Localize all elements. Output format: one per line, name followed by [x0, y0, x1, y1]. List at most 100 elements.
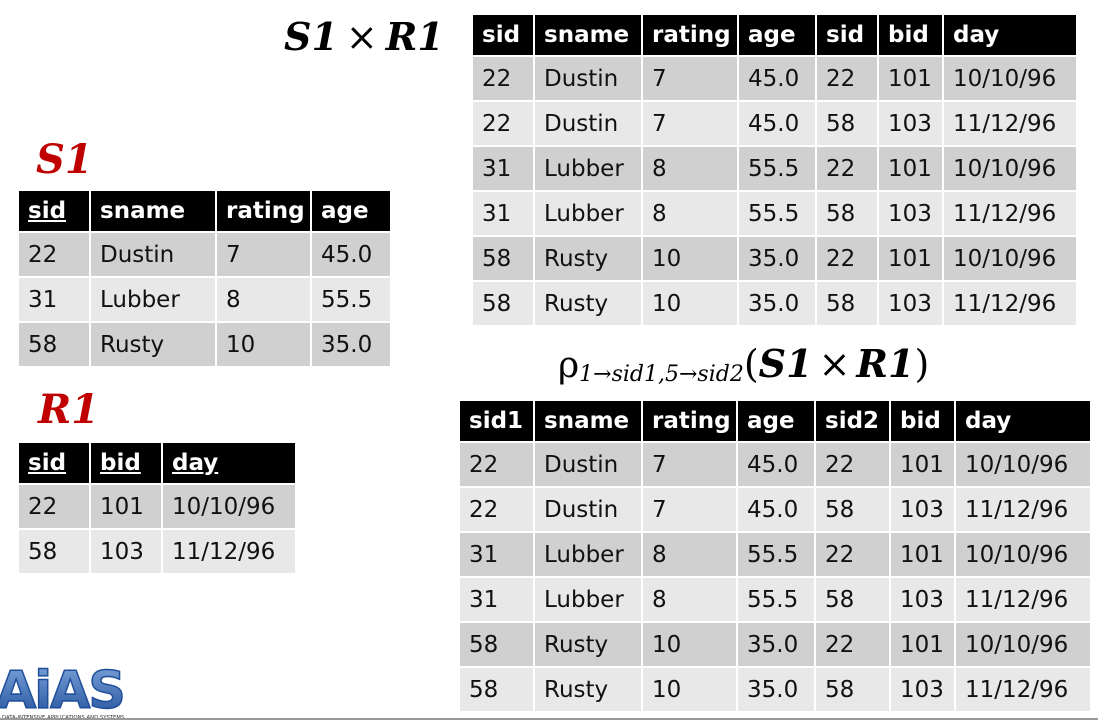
renamed-cell: 11/12/96 [956, 488, 1090, 531]
s1-cell: 55.5 [312, 278, 390, 321]
renamed-cell: 101 [891, 533, 954, 576]
product-title-left: S1 [284, 14, 338, 59]
s1-cell: 8 [217, 278, 310, 321]
renamed-header-age: age [738, 401, 814, 441]
renamed-table: sid1 sname rating age sid2 bid day 22 Du… [458, 399, 1092, 713]
renamed-header-sid1: sid1 [460, 401, 533, 441]
rename-expression: ρ1→sid1,5→sid2(S1 × R1) [558, 341, 929, 387]
renamed-cell: 7 [643, 488, 736, 531]
product-cell: 22 [817, 57, 877, 100]
product-cell: 103 [879, 192, 942, 235]
table-row: 22 Dustin 7 45.0 22 101 10/10/96 [460, 443, 1090, 486]
product-cell: 45.0 [739, 102, 815, 145]
renamed-cell: 22 [816, 623, 889, 666]
r1-cell: 101 [91, 485, 161, 528]
renamed-header-sname: sname [535, 401, 641, 441]
s1-cell: 10 [217, 323, 310, 366]
r1-table: sid bid day 22 101 10/10/96 58 103 11/12… [17, 441, 297, 575]
renamed-cell: 103 [891, 488, 954, 531]
footer-divider [0, 718, 1098, 720]
renamed-header-rating: rating [643, 401, 736, 441]
product-cell: Dustin [535, 57, 641, 100]
product-cell: 35.0 [739, 282, 815, 325]
product-cell: 31 [473, 147, 533, 190]
product-cell: 10/10/96 [944, 237, 1076, 280]
table-row: 22 Dustin 7 45.0 [19, 233, 390, 276]
r1-cell: 10/10/96 [163, 485, 295, 528]
renamed-header-day: day [956, 401, 1090, 441]
product-cell: 101 [879, 237, 942, 280]
renamed-cell: 58 [460, 623, 533, 666]
product-cell: 103 [879, 282, 942, 325]
renamed-cell: Rusty [535, 623, 641, 666]
product-header-sid: sid [473, 15, 533, 55]
r1-cell: 11/12/96 [163, 530, 295, 573]
renamed-cell: 10/10/96 [956, 533, 1090, 576]
product-cell: 22 [473, 102, 533, 145]
renamed-cell: 35.0 [738, 668, 814, 711]
r1-cell: 103 [91, 530, 161, 573]
s1-cell: 22 [19, 233, 89, 276]
s1-header-sid: sid [19, 191, 89, 231]
r1-cell: 58 [19, 530, 89, 573]
s1-cell: 45.0 [312, 233, 390, 276]
renamed-cell: 58 [460, 668, 533, 711]
r1-header-sid: sid [19, 443, 89, 483]
r1-header-bid: bid [91, 443, 161, 483]
product-cell: 10/10/96 [944, 57, 1076, 100]
rename-arg-times: × [818, 342, 851, 386]
table-row: 31 Lubber 8 55.5 22 101 10/10/96 [473, 147, 1076, 190]
renamed-cell: 8 [643, 578, 736, 621]
product-cell: Lubber [535, 192, 641, 235]
product-cell: 22 [473, 57, 533, 100]
renamed-cell: 58 [816, 488, 889, 531]
renamed-cell: 8 [643, 533, 736, 576]
product-cell: 55.5 [739, 192, 815, 235]
renamed-cell: 101 [891, 443, 954, 486]
product-cell: 45.0 [739, 57, 815, 100]
renamed-cell: 22 [460, 443, 533, 486]
renamed-cell: Lubber [535, 578, 641, 621]
product-cell: Rusty [535, 237, 641, 280]
renamed-cell: 35.0 [738, 623, 814, 666]
renamed-cell: Dustin [535, 443, 641, 486]
product-cell: 11/12/96 [944, 282, 1076, 325]
table-row: 31 Lubber 8 55.5 22 101 10/10/96 [460, 533, 1090, 576]
renamed-cell: 10 [643, 668, 736, 711]
renamed-cell: 103 [891, 578, 954, 621]
aias-logo-graphic: AiAS DATA-INTENSIVE APPLICATIONS AND SYS… [0, 660, 127, 722]
s1-header-age: age [312, 191, 390, 231]
table-row: 31 Lubber 8 55.5 58 103 11/12/96 [460, 578, 1090, 621]
product-cell: 58 [817, 192, 877, 235]
product-cell: 10 [643, 282, 737, 325]
product-cell: 103 [879, 102, 942, 145]
product-cell: 22 [817, 147, 877, 190]
product-title: S1 × R1 [284, 14, 444, 59]
table-row: 22 101 10/10/96 [19, 485, 295, 528]
table-row: 22 Dustin 7 45.0 58 103 11/12/96 [473, 102, 1076, 145]
product-cell: 8 [643, 147, 737, 190]
table-row: 22 Dustin 7 45.0 22 101 10/10/96 [473, 57, 1076, 100]
table-row: 58 103 11/12/96 [19, 530, 295, 573]
product-cell: 31 [473, 192, 533, 235]
product-cell: 58 [473, 282, 533, 325]
product-cell: 58 [817, 282, 877, 325]
renamed-cell: 10 [643, 623, 736, 666]
table-row: 58 Rusty 10 35.0 [19, 323, 390, 366]
product-title-right: R1 [385, 14, 444, 59]
product-header-sname: sname [535, 15, 641, 55]
product-table: sid sname rating age sid bid day 22 Dust… [471, 13, 1078, 327]
paren-close: ) [914, 342, 930, 386]
r1-label: R1 [38, 386, 100, 433]
table-row: 58 Rusty 10 35.0 22 101 10/10/96 [460, 623, 1090, 666]
s1-cell: 58 [19, 323, 89, 366]
table-row: 31 Lubber 8 55.5 [19, 278, 390, 321]
product-cell: 35.0 [739, 237, 815, 280]
product-cell: 11/12/96 [944, 102, 1076, 145]
s1-table: sid sname rating age 22 Dustin 7 45.0 31… [17, 189, 392, 368]
renamed-cell: 45.0 [738, 488, 814, 531]
rename-subscript: 1→sid1,5→sid2 [579, 362, 744, 387]
product-cell: 11/12/96 [944, 192, 1076, 235]
renamed-cell: 11/12/96 [956, 668, 1090, 711]
product-cell: 10/10/96 [944, 147, 1076, 190]
